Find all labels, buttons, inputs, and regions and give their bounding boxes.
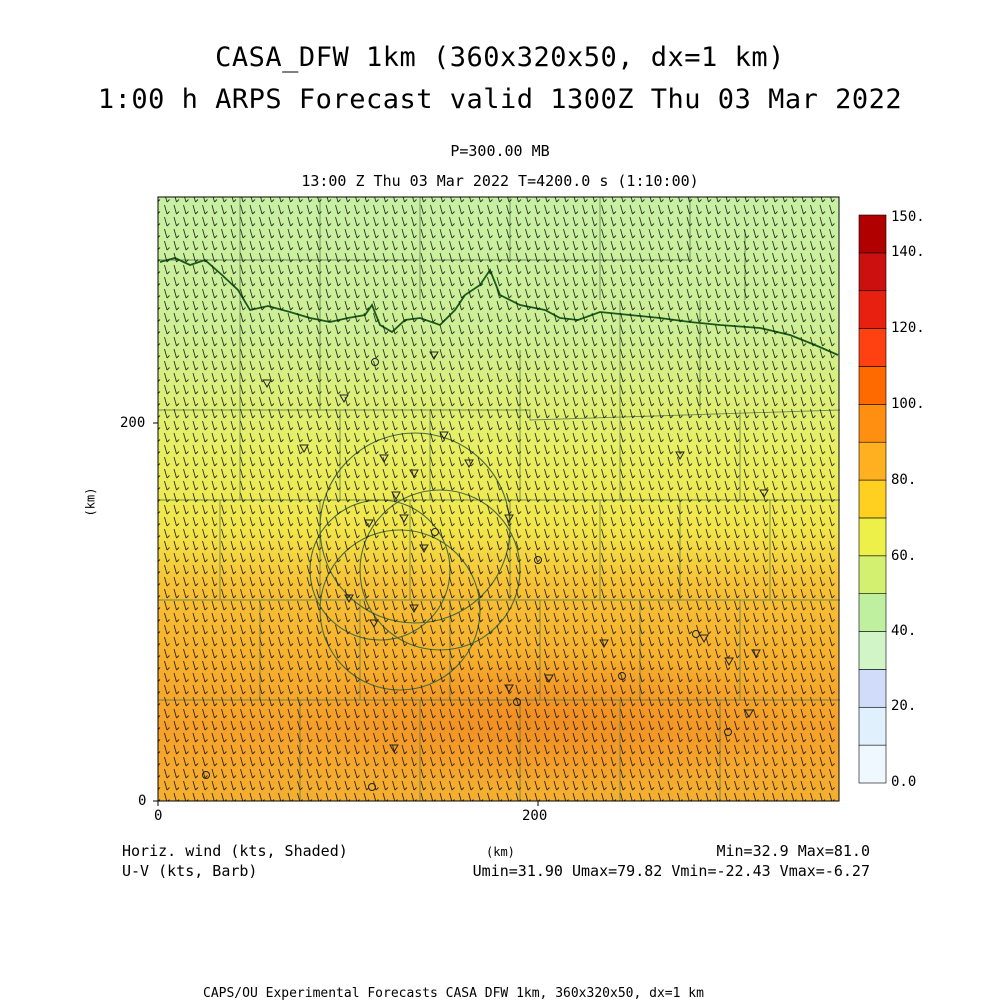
colorbar-swatch — [858, 479, 887, 519]
colorbar-label-120: 120. — [891, 320, 925, 336]
colorbar-swatch — [858, 517, 887, 557]
field-description: Horiz. wind (kts, Shaded) — [122, 842, 348, 860]
colorbar-label-100: 100. — [891, 396, 925, 412]
colorbar-label-0: 0.0 — [891, 774, 917, 790]
colorbar-swatch — [858, 631, 887, 670]
colorbar-swatch — [858, 555, 887, 594]
y-tick-label-200: 200 — [120, 415, 146, 431]
colorbar-swatch — [858, 706, 887, 746]
min-max-stats: Min=32.9 Max=81.0 — [716, 842, 870, 860]
x-tick-label-200: 200 — [522, 808, 548, 824]
x-axis-unit: (km) — [486, 845, 515, 859]
colorbar-swatch — [858, 366, 887, 405]
plot-frame — [157, 196, 840, 802]
colorbar-swatch — [858, 214, 887, 254]
colorbar-swatch — [858, 744, 887, 784]
valid-time: 13:00 Z Thu 03 Mar 2022 T=4200.0 s (1:10… — [301, 172, 699, 190]
colorbar-swatch — [858, 669, 887, 708]
wind-barbs — [158, 197, 839, 801]
colorbar-label-20: 20. — [891, 698, 917, 714]
pressure-level: P=300.00 MB — [450, 142, 550, 160]
colorbar — [858, 214, 887, 784]
colorbar-label-40: 40. — [891, 623, 917, 639]
station-markers — [202, 351, 769, 791]
chart-title: CASA_DFW 1km (360x320x50, dx=1 km) — [215, 42, 785, 73]
credit-line: CAPS/OU Experimental Forecasts CASA DFW … — [203, 986, 704, 1001]
y-tick-label-0: 0 — [138, 793, 147, 809]
colorbar-swatch — [858, 252, 887, 292]
colorbar-swatch — [858, 290, 887, 329]
colorbar-swatch — [858, 593, 887, 632]
colorbar-label-140: 140. — [891, 244, 925, 260]
barb-description: U-V (kts, Barb) — [122, 862, 258, 880]
colorbar-label-150: 150. — [891, 209, 925, 225]
chart-subtitle: 1:00 h ARPS Forecast valid 1300Z Thu 03 … — [97, 84, 903, 115]
colorbar-swatch — [858, 441, 887, 481]
y-axis-unit: (km) — [83, 487, 98, 517]
colorbar-swatch — [858, 404, 887, 443]
colorbar-label-80: 80. — [891, 472, 917, 488]
uv-stats: Umin=31.90 Umax=79.82 Vmin=-22.43 Vmax=-… — [472, 862, 870, 880]
x-tick-label-0: 0 — [154, 808, 163, 824]
colorbar-swatch — [858, 328, 887, 367]
colorbar-label-60: 60. — [891, 548, 917, 564]
